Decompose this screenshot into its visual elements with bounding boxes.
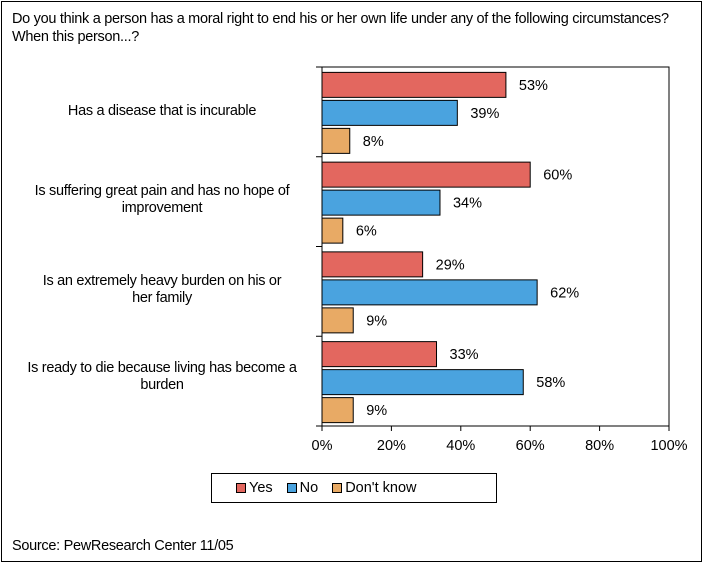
category-label-0: Has a disease that is incurable <box>67 103 257 119</box>
legend-label-no: No <box>299 480 319 496</box>
x-tick-label: 60% <box>516 438 545 454</box>
data-label-no: 62% <box>550 285 579 301</box>
legend-label-yes: Yes <box>249 480 273 496</box>
data-label-yes: 33% <box>450 347 479 363</box>
data-label-dont-know: 9% <box>366 313 387 329</box>
data-label-no: 39% <box>470 106 499 122</box>
data-label-dont-know: 9% <box>366 403 387 419</box>
category-label-1: Is suffering great pain and has no hope … <box>34 183 290 216</box>
legend-swatch-yes <box>236 483 246 493</box>
x-tick-label: 40% <box>446 438 475 454</box>
bar-dont-know <box>321 397 354 424</box>
source-note: Source: PewResearch Center 11/05 <box>12 538 234 554</box>
legend-swatch-no <box>286 483 297 493</box>
bar-yes <box>321 71 507 98</box>
bar-no <box>321 369 524 396</box>
bar-dont-know <box>321 307 354 334</box>
bar-dont-know <box>321 217 344 244</box>
x-tick-label: 80% <box>585 438 614 454</box>
legend: Yes No Don't know <box>211 473 497 503</box>
bar-dont-know <box>321 127 351 154</box>
category-label-2: Is an extremely heavy burden on his or h… <box>42 273 282 306</box>
data-label-no: 58% <box>536 375 565 391</box>
bar-no <box>321 279 538 306</box>
legend-item-no: No <box>286 480 319 496</box>
data-label-dont-know: 6% <box>356 224 377 240</box>
data-label-yes: 60% <box>543 168 572 184</box>
data-label-yes: 53% <box>519 78 548 94</box>
data-label-yes: 29% <box>436 257 465 273</box>
bar-no <box>321 189 441 216</box>
x-tick-label: 100% <box>650 438 687 454</box>
x-tick-label: 0% <box>312 438 333 454</box>
legend-swatch-dont-know <box>332 483 343 493</box>
legend-item-yes: Yes <box>236 480 273 496</box>
legend-label-dont-know: Don't know <box>345 480 417 496</box>
data-label-no: 34% <box>453 196 482 212</box>
bar-yes <box>321 161 531 188</box>
category-label-3: Is ready to die because living has becom… <box>27 360 297 393</box>
bar-no <box>321 99 458 126</box>
data-label-dont-know: 8% <box>363 134 384 150</box>
question-title: Do you think a person has a moral right … <box>12 11 669 45</box>
legend-item-dont-know: Don't know <box>332 480 416 496</box>
bar-yes <box>321 251 424 278</box>
x-tick-label: 20% <box>377 438 406 454</box>
bar-yes <box>321 341 438 368</box>
